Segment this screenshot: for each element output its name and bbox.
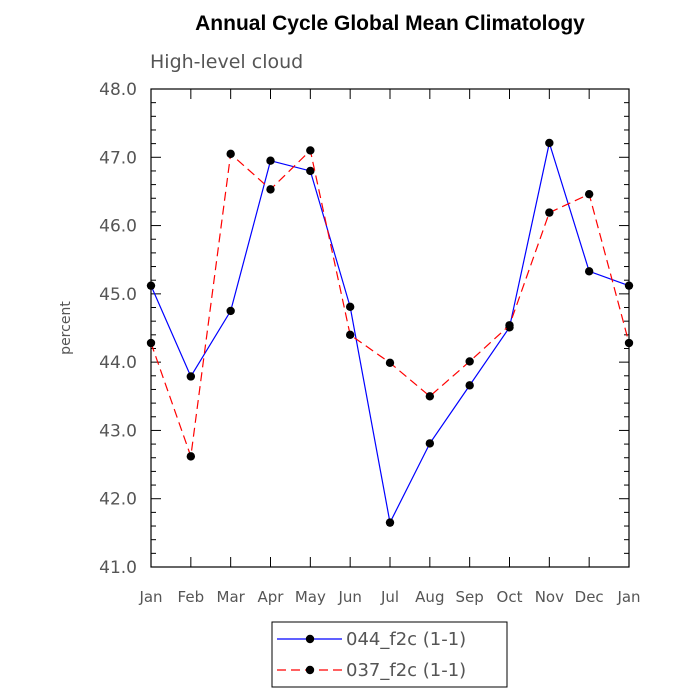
data-point <box>146 281 156 290</box>
data-point <box>465 357 474 366</box>
x-tick-label: Feb <box>178 588 205 606</box>
x-tick-label: Aug <box>415 588 444 606</box>
x-tick-label: Jan <box>616 588 640 606</box>
series-1 <box>146 138 634 527</box>
x-tick-label: Nov <box>535 588 564 606</box>
data-point <box>425 439 435 448</box>
data-point <box>545 138 554 148</box>
y-tick-label: 43.0 <box>99 421 137 441</box>
legend: 044_f2c (1-1) 037_f2c (1-1) <box>271 621 508 688</box>
data-point <box>624 338 634 348</box>
x-tick-label: Dec <box>575 588 604 606</box>
y-axis-label: percent <box>58 301 74 355</box>
data-point <box>266 185 275 194</box>
data-point <box>266 156 275 165</box>
data-point <box>584 189 594 199</box>
data-point <box>385 358 395 368</box>
legend-label: 044_f2c (1-1) <box>346 629 466 650</box>
series-line <box>150 149 630 457</box>
x-tick-label: Sep <box>456 588 484 606</box>
legend-marker <box>305 665 315 675</box>
y-tick-label: 44.0 <box>99 353 137 373</box>
x-tick-label: Mar <box>217 588 246 606</box>
y-tick-label: 46.0 <box>99 217 137 237</box>
x-tick-label: Apr <box>258 588 285 606</box>
chart-title: Annual Cycle Global Mean Climatology <box>195 12 585 35</box>
y-tick-label: 45.0 <box>99 285 137 305</box>
data-point <box>226 149 235 159</box>
data-point <box>306 146 315 155</box>
x-tick-label: Jun <box>337 588 361 606</box>
legend-label: 037_f2c (1-1) <box>346 660 466 681</box>
plot-frame <box>150 88 630 568</box>
chart-subtitle: High-level cloud <box>150 51 303 73</box>
series-line <box>150 140 630 525</box>
data-point <box>345 330 355 340</box>
data-point <box>385 518 395 527</box>
data-point <box>425 392 435 401</box>
y-tick-label: 48.0 <box>99 80 137 100</box>
series-2 <box>146 146 634 461</box>
data-point <box>186 372 196 381</box>
data-point <box>624 281 634 290</box>
legend-box <box>271 621 508 688</box>
axes: 41.0 42.0 43.0 44.0 45.0 46.0 47.0 48.0 Jan Feb Ma… <box>99 80 640 606</box>
data-point <box>465 381 474 390</box>
series-group <box>146 138 634 527</box>
y-tick-label: 47.0 <box>99 148 137 168</box>
y-tick-label: 42.0 <box>99 490 137 510</box>
data-point <box>146 338 156 348</box>
x-tick-label: May <box>295 588 326 606</box>
x-tick-label: Oct <box>497 588 523 606</box>
data-point <box>584 267 594 276</box>
data-point <box>345 302 355 312</box>
x-tick-label: Jul <box>380 588 399 606</box>
legend-marker <box>305 634 315 644</box>
data-point <box>505 321 514 330</box>
data-point <box>306 166 315 176</box>
y-tick-label: 41.0 <box>99 558 137 578</box>
data-point <box>186 452 196 461</box>
x-tick-label: Jan <box>138 588 162 606</box>
data-point <box>226 306 235 316</box>
data-point <box>545 208 554 217</box>
